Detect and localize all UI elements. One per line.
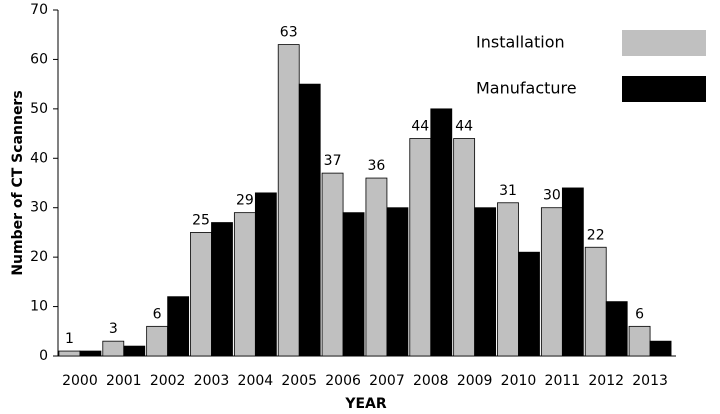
data-label: 30 <box>543 188 561 204</box>
data-label: 44 <box>455 119 473 135</box>
data-label: 63 <box>280 25 298 41</box>
x-tick-label: 2008 <box>413 373 449 389</box>
x-axis-title: YEAR <box>344 396 387 412</box>
x-tick-label: 2009 <box>457 373 493 389</box>
y-axis-title: Number of CT Scanners <box>10 90 26 275</box>
bar <box>605 301 628 357</box>
bar <box>79 350 102 357</box>
x-tick-label: 2002 <box>150 373 186 389</box>
data-label: 3 <box>109 321 118 337</box>
data-label: 37 <box>324 153 342 169</box>
x-tick-label: 2012 <box>588 373 624 389</box>
y-tick-label: 50 <box>30 101 48 117</box>
bar <box>497 202 519 357</box>
bar <box>123 345 146 357</box>
x-tick-label: 2006 <box>325 373 361 389</box>
bar <box>102 340 125 357</box>
bar <box>561 187 584 357</box>
bar <box>342 212 365 357</box>
legend-swatch <box>622 30 706 56</box>
data-label: 29 <box>236 193 254 209</box>
bar <box>190 232 212 357</box>
x-tick-label: 2007 <box>369 373 405 389</box>
data-label: 1 <box>65 331 74 347</box>
bar <box>453 138 476 357</box>
data-label: 6 <box>153 306 162 322</box>
x-tick-label: 2000 <box>62 373 98 389</box>
bar <box>518 251 540 357</box>
bar <box>409 138 432 357</box>
bar <box>386 207 409 357</box>
y-tick-label: 40 <box>30 150 48 166</box>
x-tick-label: 2013 <box>632 373 668 389</box>
bar <box>649 340 672 357</box>
x-tick-label: 2003 <box>194 373 230 389</box>
bar <box>584 246 607 357</box>
legend-label: Installation <box>476 33 565 52</box>
data-label: 44 <box>411 119 429 135</box>
x-tick-label: 2011 <box>545 373 581 389</box>
bar <box>430 108 453 357</box>
bar <box>298 83 321 357</box>
bar <box>321 172 344 357</box>
x-tick-label: 2001 <box>106 373 142 389</box>
bar <box>277 44 300 357</box>
y-tick-label: 30 <box>30 200 48 216</box>
data-label: 25 <box>192 212 210 228</box>
data-label: 6 <box>635 306 644 322</box>
bar <box>628 325 651 357</box>
bar <box>167 296 190 357</box>
bar <box>540 207 563 357</box>
bar <box>254 192 277 357</box>
x-tick-label: 2005 <box>281 373 317 389</box>
legend-label: Manufacture <box>476 79 577 98</box>
data-label: 22 <box>587 227 605 243</box>
x-tick-label: 2010 <box>501 373 537 389</box>
bar <box>474 207 497 357</box>
y-tick-label: 20 <box>30 249 48 265</box>
bar <box>58 350 81 357</box>
y-tick-label: 10 <box>30 299 48 315</box>
y-tick-label: 70 <box>30 2 48 18</box>
y-tick-label: 0 <box>39 348 48 364</box>
bar <box>146 325 169 357</box>
y-tick-label: 60 <box>30 51 48 67</box>
data-label: 31 <box>499 183 517 199</box>
bar <box>233 212 256 357</box>
legend-swatch <box>622 76 706 102</box>
bar <box>211 222 233 357</box>
data-label: 36 <box>368 158 386 174</box>
x-tick-label: 2004 <box>238 373 274 389</box>
bar <box>365 177 388 357</box>
